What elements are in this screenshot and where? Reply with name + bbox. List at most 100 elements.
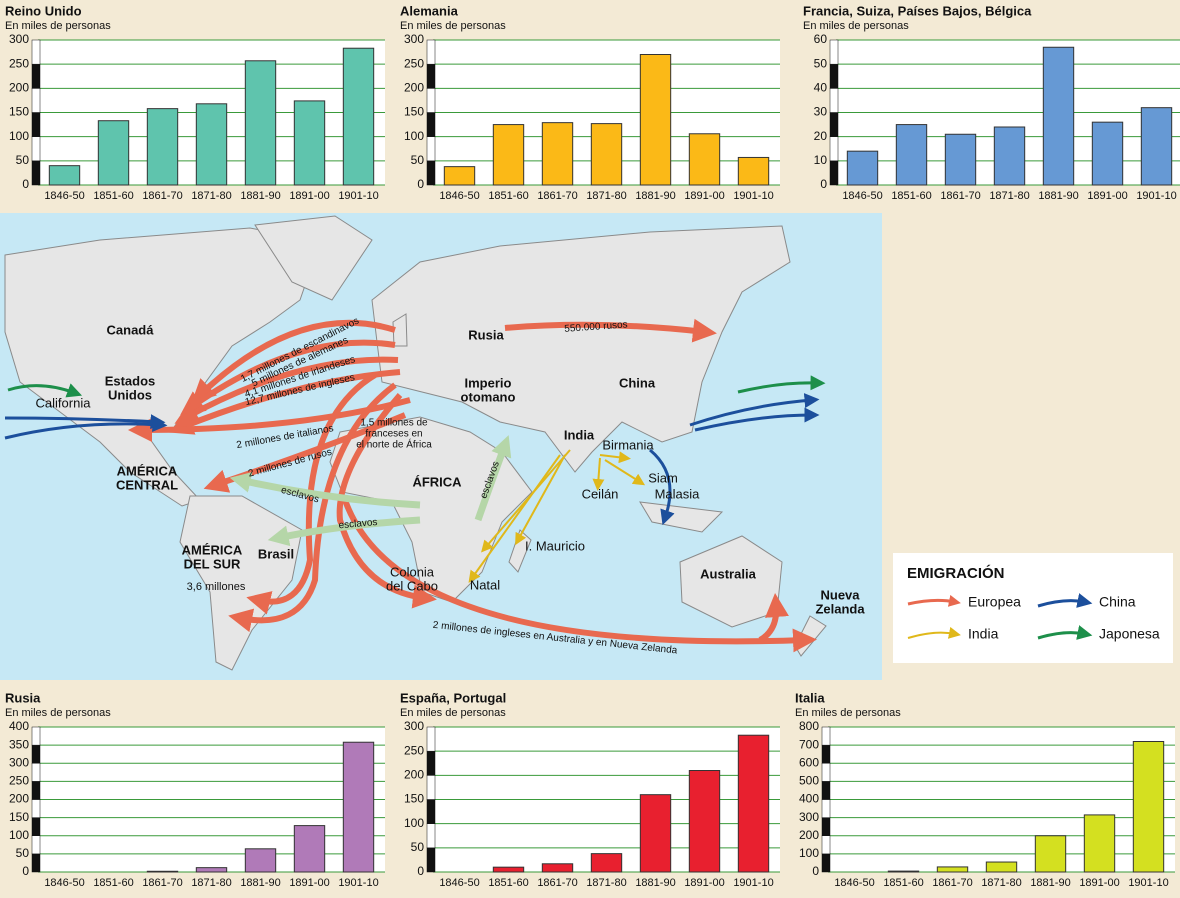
x-tick-label: 1901-10 <box>733 877 773 889</box>
map-label: Ceilán <box>582 486 619 501</box>
y-tick-label: 0 <box>417 177 424 191</box>
arrow-china <box>649 448 675 526</box>
x-tick-label: 1861-70 <box>537 190 577 202</box>
y-tick-label: 400 <box>799 792 819 806</box>
x-tick-label: 1851-60 <box>488 877 528 889</box>
axis-stripe <box>31 744 41 764</box>
map-label: I. Mauricio <box>525 538 585 553</box>
bar <box>1091 121 1124 186</box>
y-tick-label: 100 <box>404 816 424 830</box>
axis-stripe <box>31 853 41 873</box>
axis-stripe <box>829 136 839 162</box>
y-tick-label: 0 <box>417 864 424 878</box>
y-tick-label: 250 <box>404 56 424 70</box>
y-tick-label: 0 <box>22 864 29 878</box>
x-tick-label: 1851-60 <box>93 190 133 202</box>
chart-title: España, Portugal <box>400 690 506 705</box>
map-label: 1,5 millones de <box>360 418 428 429</box>
axis-stripe <box>426 63 436 89</box>
x-tick-label: 1861-70 <box>142 877 182 889</box>
arrow-europe <box>758 593 789 643</box>
axis-stripe <box>426 136 436 162</box>
x-tick-label: 1901-10 <box>338 877 378 889</box>
bar <box>590 853 623 873</box>
y-tick-label: 300 <box>404 719 424 733</box>
bar <box>944 133 977 186</box>
chart: España, Portugal En miles de personas 0 50 1… <box>400 690 780 889</box>
x-tick-label: 1846-50 <box>44 190 84 202</box>
chart-title: Rusia <box>5 690 41 705</box>
x-tick-label: 1881-90 <box>240 190 280 202</box>
axis-stripe <box>821 726 831 746</box>
y-tick-label: 800 <box>799 719 819 733</box>
map-label: Imperio <box>465 375 512 390</box>
axis-stripe <box>31 726 41 746</box>
y-tick-label: 250 <box>9 774 29 788</box>
chart-subtitle: En miles de personas <box>803 20 909 32</box>
arrow-china <box>694 407 820 432</box>
map-label: Canadá <box>107 322 155 337</box>
bar <box>146 108 179 186</box>
arrow-label: esclavos <box>338 517 378 531</box>
bar <box>146 870 179 873</box>
x-tick-label: 1861-70 <box>142 190 182 202</box>
y-tick-label: 0 <box>820 177 827 191</box>
axis-stripe <box>426 823 436 849</box>
chart: Reino Unido En miles de personas 0 50 100 150… <box>5 3 385 202</box>
chart: Alemania En miles de personas 0 50 100 150 200… <box>400 3 780 202</box>
x-tick-label: 1901-10 <box>338 190 378 202</box>
axis-stripe <box>821 817 831 836</box>
axis-stripe <box>426 112 436 137</box>
chart: Italia En miles de personas 0 100 200 300 400 5… <box>795 690 1175 889</box>
y-tick-label: 50 <box>16 153 30 167</box>
arrow-europe <box>174 356 399 424</box>
arrow-europe <box>191 319 396 404</box>
arrow-india <box>604 459 646 486</box>
map: CanadáEstadosUnidosCaliforniaAMÉRICACENT… <box>0 213 882 680</box>
y-tick-label: 50 <box>411 153 425 167</box>
y-tick-label: 300 <box>404 32 424 46</box>
bar <box>1132 741 1165 873</box>
legend-label: Japonesa <box>1099 626 1160 642</box>
chart-subtitle: En miles de personas <box>795 707 901 719</box>
chart-title: Reino Unido <box>5 3 82 18</box>
x-tick-label: 1846-50 <box>842 190 882 202</box>
arrow-china <box>4 417 168 440</box>
axis-stripe <box>426 775 436 800</box>
map-label: India <box>564 427 595 442</box>
x-tick-label: 1891-00 <box>289 877 329 889</box>
bar <box>195 103 228 186</box>
x-tick-label: 1881-90 <box>635 877 675 889</box>
chart-title: Francia, Suiza, Países Bajos, Bélgica <box>803 3 1032 18</box>
axis-stripe <box>426 160 436 186</box>
arrow-india <box>592 457 605 491</box>
bar <box>195 867 228 873</box>
map-label: Birmania <box>602 437 654 452</box>
axis-stripe <box>31 763 41 782</box>
y-tick-label: 300 <box>9 32 29 46</box>
axis-stripe <box>426 88 436 113</box>
y-tick-label: 700 <box>799 737 819 751</box>
map-label: Unidos <box>108 387 152 402</box>
y-tick-label: 150 <box>404 105 424 119</box>
bar <box>737 734 770 873</box>
bar <box>541 863 574 873</box>
bar <box>688 133 721 186</box>
x-tick-label: 1891-00 <box>684 877 724 889</box>
x-tick-label: 1861-70 <box>932 877 972 889</box>
map-label: China <box>619 375 656 390</box>
arrow-label: 550.000 rusos <box>564 319 628 334</box>
arrow-india <box>468 454 561 583</box>
arrow-europe <box>180 339 396 415</box>
bar <box>48 165 81 186</box>
x-tick-label: 1881-90 <box>240 877 280 889</box>
bar <box>936 866 969 873</box>
axis-stripe <box>821 744 831 764</box>
bar <box>1083 814 1116 873</box>
y-tick-label: 250 <box>9 56 29 70</box>
arrows <box>4 318 826 653</box>
bar <box>443 166 476 186</box>
map-label: Colonia <box>390 564 435 579</box>
map-label: Nueva <box>820 587 860 602</box>
x-tick-label: 1851-60 <box>488 190 528 202</box>
